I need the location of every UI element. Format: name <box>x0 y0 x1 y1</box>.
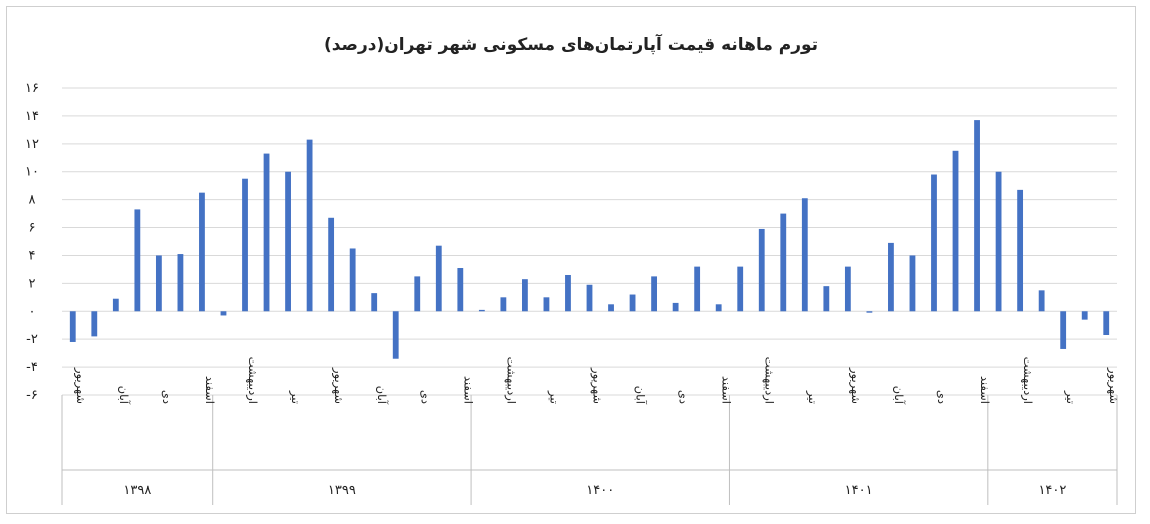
year-label: ۱۳۹۹ <box>328 483 356 498</box>
gridlines <box>62 87 1117 396</box>
bar <box>112 298 119 312</box>
bar <box>931 174 937 312</box>
bar <box>909 255 916 312</box>
bar <box>91 311 98 337</box>
x-tick-label: دی <box>677 390 691 404</box>
bar <box>500 297 507 312</box>
bar <box>780 213 787 312</box>
x-tick-label: شهریور <box>1106 367 1121 404</box>
y-tick-label: ۸ <box>29 193 36 208</box>
bar <box>263 153 270 312</box>
bar <box>995 171 1002 312</box>
x-axis: شهریور آبان دی اسفند اردیبهشت تیر شهریور آبان دی… <box>61 357 1121 505</box>
bar <box>801 198 808 312</box>
bar <box>1060 311 1067 349</box>
bar <box>629 294 636 312</box>
x-tick-label: شهریور <box>73 367 88 404</box>
x-tick-label: تیر <box>288 390 303 404</box>
bar <box>586 284 593 312</box>
x-tick-label: اردیبهشت <box>762 357 777 404</box>
y-tick-label: ۶ <box>29 221 36 236</box>
bar <box>392 311 399 359</box>
x-tick-label: شهریور <box>331 367 346 404</box>
year-label: ۱۴۰۰ <box>586 483 614 498</box>
x-tick-label: آبان <box>117 386 131 405</box>
bar <box>823 286 830 312</box>
bar <box>694 266 701 312</box>
bar <box>328 217 335 312</box>
bar <box>543 297 550 312</box>
x-tick-label: اسفند <box>720 376 734 404</box>
bar <box>414 276 421 312</box>
bar <box>306 139 313 312</box>
bar <box>349 248 356 312</box>
x-tick-label: اسفند <box>203 376 217 404</box>
y-tick-label: ۱۴ <box>25 109 39 124</box>
y-tick-label: ۱۲ <box>25 137 39 152</box>
x-tick-label: دی <box>160 390 174 404</box>
bar <box>737 266 744 312</box>
bar <box>177 254 184 312</box>
bar <box>134 209 141 312</box>
bar <box>565 274 571 312</box>
chart-svg: تورم ماهانه قیمت آپارتمان‌های مسکونی شهر… <box>25 33 1121 505</box>
x-tick-label: آبان <box>375 386 389 405</box>
bar <box>1081 311 1088 320</box>
bars <box>69 120 1110 359</box>
y-tick-label: -۴ <box>26 360 38 375</box>
year-label: ۱۴۰۱ <box>845 483 873 498</box>
x-tick-label: آبان <box>892 386 906 405</box>
x-tick-label: اردیبهشت <box>503 357 518 404</box>
bar <box>844 266 851 312</box>
bar <box>651 276 657 312</box>
x-tick-label: تیر <box>546 390 561 404</box>
x-tick-label: اسفند <box>978 376 992 404</box>
x-tick-label: شهریور <box>848 367 863 404</box>
bar <box>522 279 528 312</box>
y-tick-label: -۶ <box>26 388 38 403</box>
x-tick-label: تیر <box>1063 390 1078 404</box>
chart-title: تورم ماهانه قیمت آپارتمان‌های مسکونی شهر… <box>324 33 818 55</box>
bar <box>242 178 248 312</box>
x-tick-label: شهریور <box>590 367 605 404</box>
year-label: ۱۴۰۲ <box>1038 483 1066 498</box>
y-tick-label: ۴ <box>29 248 36 263</box>
y-axis-ticks: -۶ -۴ -۲ ۰ ۲ ۴ ۶ ۸ ۱۰ ۱۲ ۱۴ ۱۶ <box>25 81 39 403</box>
bar <box>715 304 722 312</box>
y-tick-label: -۲ <box>26 332 38 347</box>
bar <box>1103 311 1110 335</box>
y-tick-label: ۰ <box>29 304 36 319</box>
bar <box>608 304 614 312</box>
x-tick-label: اردیبهشت <box>245 357 260 404</box>
x-tick-label: آبان <box>634 386 648 405</box>
bar <box>371 293 378 312</box>
bar <box>220 311 227 316</box>
bar <box>69 311 76 342</box>
bar <box>457 268 464 312</box>
year-label: ۱۳۹۸ <box>123 483 151 498</box>
x-tick-label: اسفند <box>461 376 475 404</box>
bar <box>866 311 873 313</box>
chart-frame: تورم ماهانه قیمت آپارتمان‌های مسکونی شهر… <box>6 6 1136 514</box>
y-tick-label: ۱۰ <box>25 165 39 180</box>
bar <box>758 228 765 312</box>
bar <box>1038 290 1045 312</box>
y-tick-label: ۲ <box>29 276 36 291</box>
x-tick-label: اردیبهشت <box>1020 357 1035 404</box>
bar <box>974 120 980 312</box>
bar <box>1017 189 1024 312</box>
bar <box>888 242 894 312</box>
bar <box>952 150 959 312</box>
bar <box>672 302 679 312</box>
y-tick-label: ۱۶ <box>25 81 39 96</box>
x-tick-label: دی <box>418 390 432 404</box>
bar <box>199 192 205 312</box>
bar <box>155 255 162 312</box>
bar <box>478 309 485 312</box>
bar <box>435 245 442 312</box>
bar <box>285 171 291 312</box>
x-tick-label: دی <box>935 390 949 404</box>
x-tick-label: تیر <box>805 390 820 404</box>
